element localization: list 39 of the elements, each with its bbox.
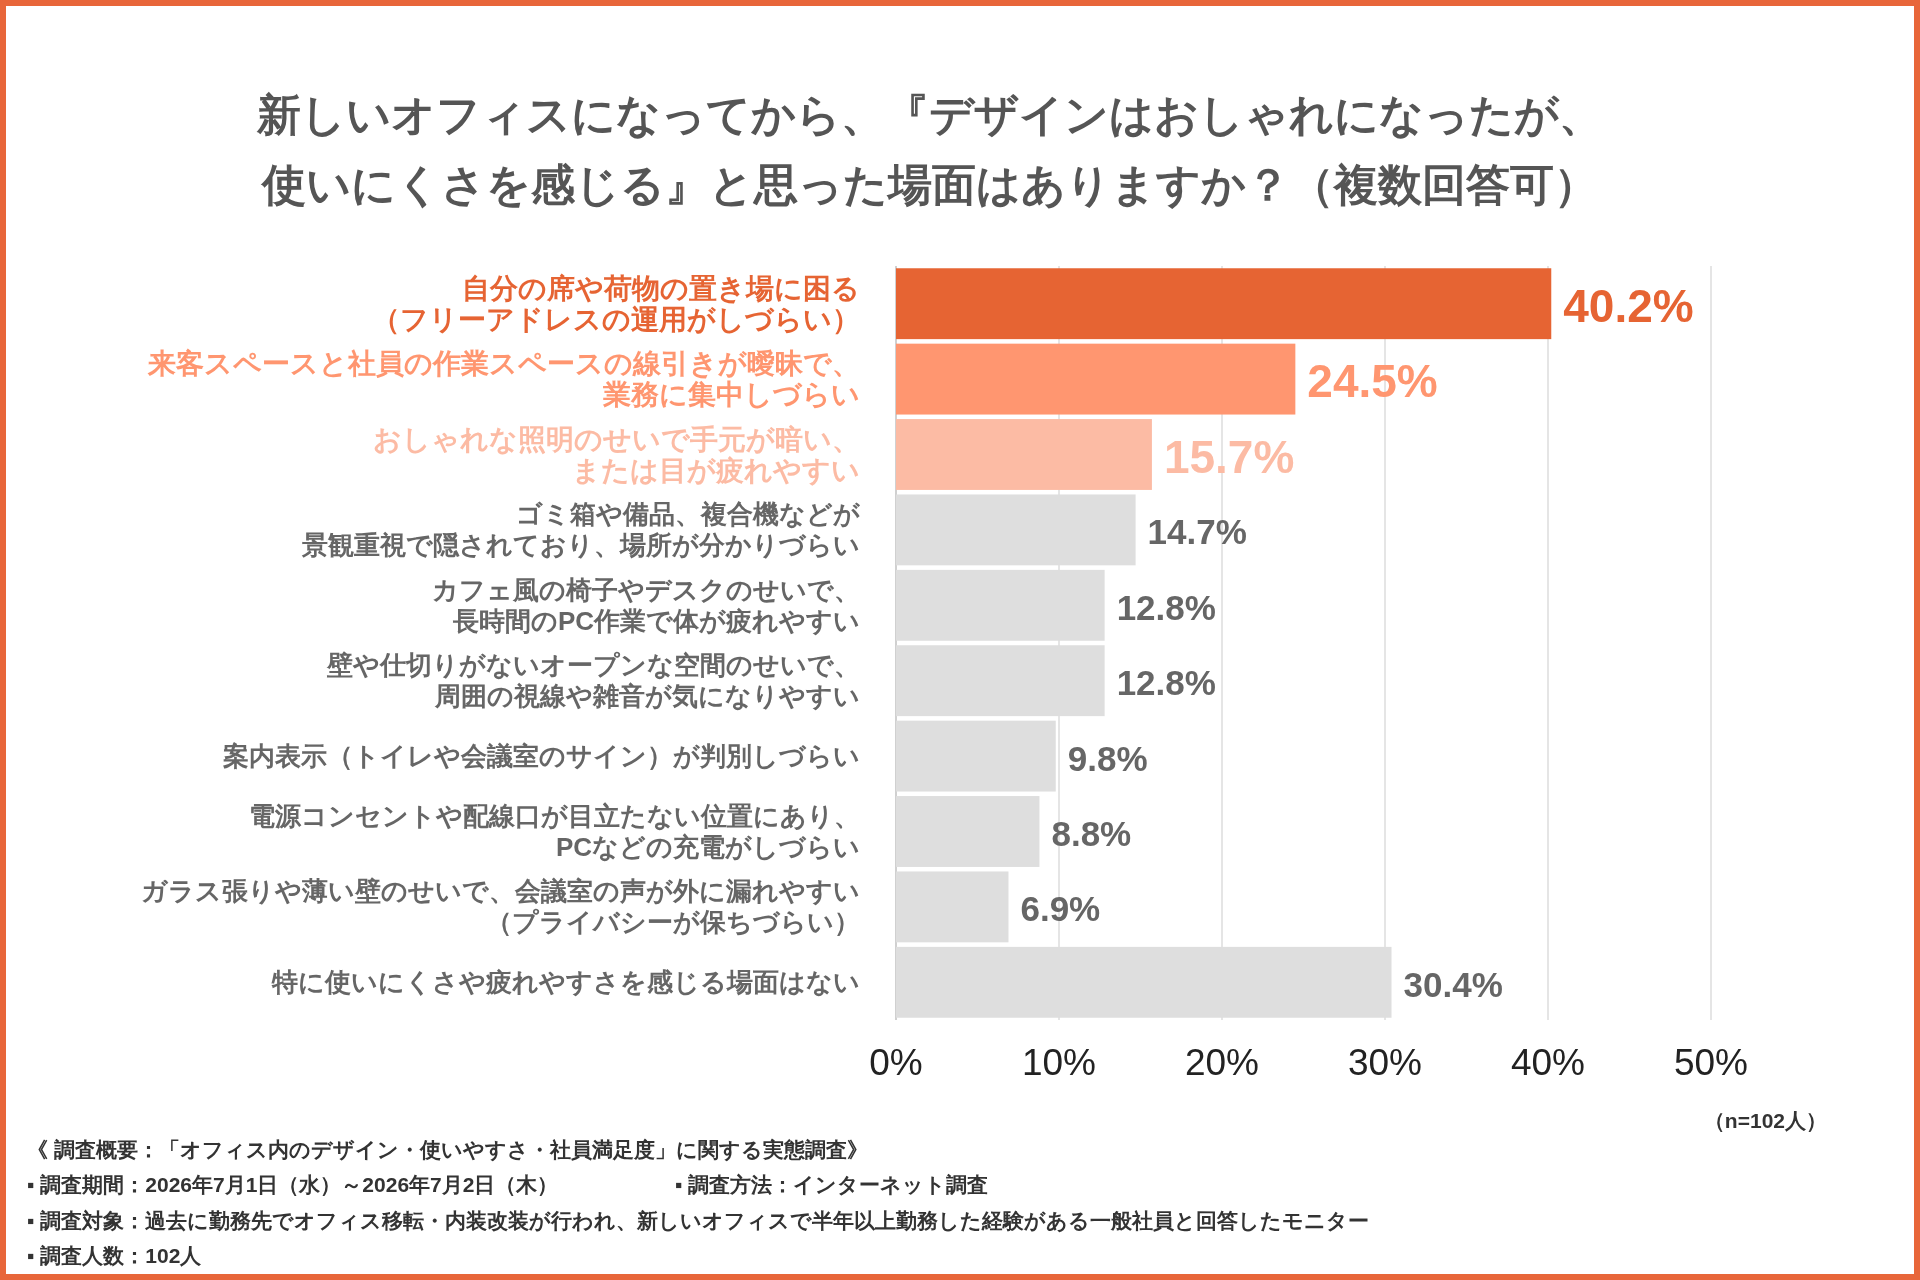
text: （n=102人） <box>1703 1108 1827 1132</box>
bar <box>896 796 1040 867</box>
data-label: 30.4% <box>1403 964 1503 1004</box>
y-tick-label: ゴミ箱や備品、複合機などが景観重視で隠されており、場所が分かりづらい <box>301 499 861 561</box>
data-label: 6.9% <box>1020 889 1101 929</box>
y-tick-label: 特に使いにくさや疲れやすさを感じる場面はない <box>271 967 860 998</box>
bar <box>896 343 1296 415</box>
data-label: 9.8% <box>1067 738 1148 778</box>
y-tick-label: 案内表示（トイレや会議室のサイン）が判別しづらい <box>222 741 860 772</box>
text: ▪ 調査期間：2026年7月1日（水）～2026年7月2日（木） <box>27 1172 559 1196</box>
data-label: 24.5% <box>1307 355 1438 408</box>
data-label: 12.8% <box>1116 663 1216 703</box>
y-tick-label: 壁や仕切りがないオープンな空間のせいで、周囲の視線や雑音が気になりやすい <box>326 650 860 712</box>
text: ▪ 調査人数：102人 <box>27 1243 203 1267</box>
bar <box>896 720 1056 792</box>
x-tick-label: 10% <box>1021 1041 1097 1083</box>
text: ▪ 調査方法：インターネット調査 <box>675 1172 989 1196</box>
data-label: 15.7% <box>1163 430 1295 483</box>
y-tick-label: 電源コンセントや配線口が目立たない位置にあり、PCなどの充電がしづらい <box>249 801 860 862</box>
x-tick-label: 20% <box>1184 1041 1260 1083</box>
bar <box>896 419 1152 490</box>
text: 《 調査概要：「オフィス内のデザイン・使いやすさ・社員満足度」に関する実態調査》 <box>27 1137 868 1162</box>
y-tick-label: ガラス張りや薄い壁のせいで、会議室の声が外に漏れやすい（プライバシーが保ちづらい） <box>141 876 860 938</box>
bar <box>896 871 1009 943</box>
x-tick-label: 40% <box>1510 1041 1586 1083</box>
data-label: 12.8% <box>1116 587 1216 627</box>
x-tick-label: 50% <box>1673 1041 1749 1083</box>
bar <box>896 268 1552 340</box>
y-tick-label: 自分の席や荷物の置き場に困る（フリーアドレスの運用がしづらい） <box>372 272 860 335</box>
text: ▪ 調査対象：過去に勤務先でオフィス移転・内装改装が行われ、新しいオフィスで半年以上勤務した経験がある一般社員と回答したモニター <box>27 1208 1370 1233</box>
x-tick-label: 0% <box>869 1041 923 1083</box>
data-label: 14.7% <box>1147 512 1247 552</box>
y-tick-label: カフェ風の椅子やデスクのせいで、長時間のPC作業で体が疲れやすい <box>432 574 860 636</box>
chart-title: 新しいオフィスになってから、『デザインはおしゃれになったが、使いにくさを感じる』と思った場面はありますか？（複数回答可） <box>256 89 1603 209</box>
y-tick-label: 来客スペースと社員の作業スペースの線引きが曖昧で、業務に集中しづらい <box>147 348 860 411</box>
x-tick-label: 30% <box>1347 1041 1423 1083</box>
data-label: 40.2% <box>1563 279 1694 332</box>
y-tick-label: おしゃれな照明のせいで手元が暗い、または目が疲れやすい <box>373 423 860 486</box>
data-label: 8.8% <box>1051 814 1132 853</box>
